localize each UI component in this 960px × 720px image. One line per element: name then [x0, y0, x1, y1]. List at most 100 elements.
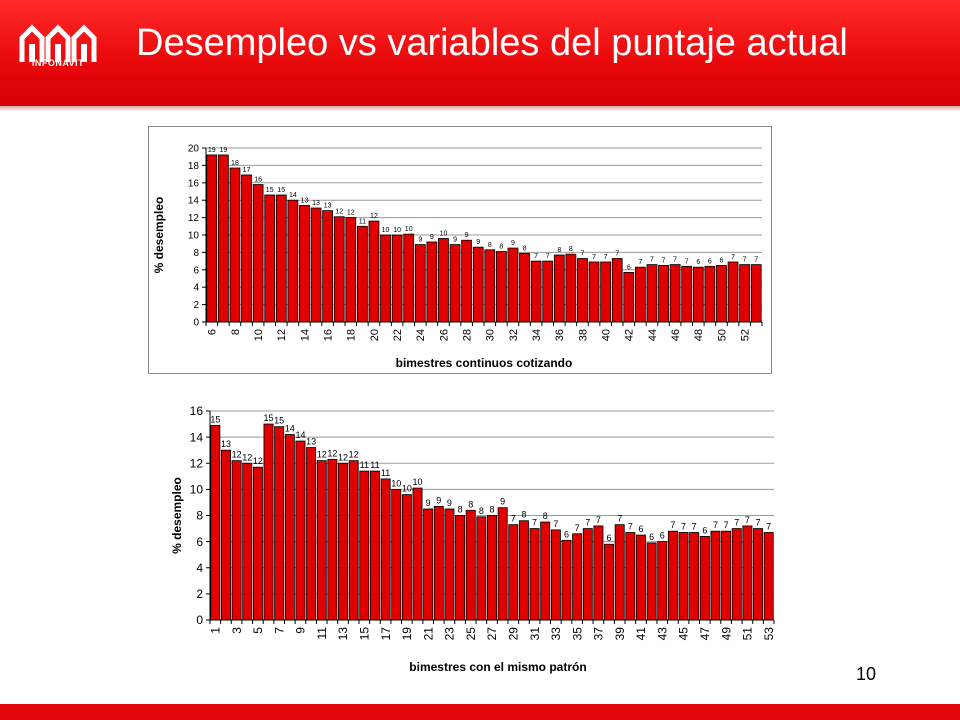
chart-1-data-label: 7	[615, 250, 619, 257]
chart-1-data-label: 9	[453, 237, 457, 244]
chart-1-x-tick-label: 20	[369, 329, 381, 341]
chart-2-data-label: 11	[360, 460, 369, 470]
chart-2-bar	[433, 505, 444, 621]
chart-1-bar	[241, 174, 252, 323]
chart-2-y-tick-label: 6	[196, 535, 203, 549]
chart-2-bar	[604, 543, 615, 621]
chart-1-data-label: 13	[324, 203, 332, 210]
chart-1-data-label: 15	[277, 187, 285, 194]
chart-2-x-tick-label: 39	[613, 627, 627, 641]
chart-2-data-label: 9	[436, 495, 441, 505]
chart-2-bar	[359, 470, 370, 621]
chart-1-y-tick-label: 10	[188, 231, 200, 242]
chart-2-bar	[614, 524, 625, 621]
chart-2-x-tick-label: 53	[762, 627, 776, 641]
chart-1-bar	[438, 238, 449, 323]
chart-2-y-axis-title: % desempleo	[170, 477, 184, 554]
chart-2-bar	[763, 532, 774, 621]
chart-2-x-tick-label: 43	[655, 627, 669, 641]
chart-2-x-tick-label: 1	[209, 627, 223, 634]
chart-2-bar	[731, 528, 742, 621]
chart-1-bar	[472, 246, 484, 323]
chart-2-bar	[550, 529, 561, 621]
chart-1-data-label: 9	[511, 240, 515, 247]
chart-2-data-label: 7	[511, 514, 516, 524]
chart-2-data-label: 15	[210, 414, 220, 424]
chart-1-bar	[264, 194, 276, 323]
chart-1-data-label: 13	[301, 197, 309, 204]
chart-2-data-label: 12	[242, 452, 252, 462]
chart-1-x-tick-label: 32	[508, 329, 520, 341]
chart-2-x-tick-label: 15	[358, 627, 372, 641]
chart-1-bar	[333, 216, 345, 323]
chart-2-x-tick-label: 13	[336, 627, 350, 641]
chart-1-x-tick-label: 14	[299, 329, 311, 341]
chart-1-data-label: 6	[627, 264, 631, 271]
chart-1-bar	[206, 154, 218, 323]
chart-1-bar	[565, 253, 577, 323]
chart-1-bar	[716, 265, 727, 323]
chart-2-data-label: 11	[381, 468, 390, 478]
chart-1-data-label: 7	[650, 257, 654, 264]
chart-2-bar	[742, 525, 753, 621]
chart-2-x-tick-label: 25	[464, 627, 478, 641]
chart-2-x-tick-label: 31	[528, 627, 542, 641]
chart-2-bar	[369, 470, 380, 621]
chart-2-data-label: 8	[521, 510, 526, 520]
chart-1-x-tick-label: 10	[253, 329, 265, 341]
chart-1-x-tick-label: 38	[577, 329, 589, 341]
chart-2-x-tick-label: 45	[677, 627, 691, 641]
chart-2-data-label: 7	[628, 521, 633, 531]
chart-2-data-label: 8	[468, 499, 473, 509]
chart-2-x-tick-label: 47	[698, 627, 712, 641]
chart-2-bar	[487, 515, 497, 621]
chart-2-data-label: 9	[447, 498, 452, 508]
chart-1-x-tick-label: 22	[392, 329, 404, 341]
chart-2-x-tick-label: 21	[421, 627, 435, 641]
chart-1-bar	[507, 247, 519, 323]
chart-2-bar	[625, 532, 636, 621]
chart-1-data-label: 7	[731, 254, 735, 261]
chart-1-data-label: 7	[546, 253, 550, 260]
chart-2-data-label: 7	[713, 520, 718, 530]
chart-1-bar	[658, 265, 669, 323]
chart-1-data-label: 15	[266, 187, 274, 194]
chart-1-data-label: 6	[720, 257, 724, 264]
chart-2-bar	[316, 460, 327, 621]
chart-1-data-label: 7	[604, 254, 608, 261]
chart-1-data-label: 7	[754, 257, 758, 264]
chart-1-x-axis-title: bimestres continuos cotizando	[396, 356, 573, 370]
chart-2-data-label: 10	[402, 484, 412, 494]
chart-2-y-tick-label: 14	[190, 430, 204, 444]
chart-2-x-tick-label: 5	[251, 627, 265, 634]
chart-2-y-tick-label: 8	[196, 509, 203, 523]
chart-2-bar	[444, 508, 455, 621]
chart-2-data-label: 7	[585, 518, 590, 528]
chart-1-x-tick-label: 6	[207, 329, 219, 335]
chart-1-x-tick-label: 12	[276, 329, 288, 341]
chart-2-data-label: 7	[766, 521, 771, 531]
chart-1-data-label: 10	[393, 227, 401, 234]
chart-2-x-tick-label: 11	[315, 627, 329, 640]
chart-1-x-tick-label: 50	[716, 329, 728, 341]
chart-2-data-label: 6	[607, 533, 612, 543]
chart-2-bar	[753, 528, 764, 621]
chart-1-bar	[252, 184, 264, 323]
chart-2-bar	[529, 528, 540, 621]
chart-2-y-tick-label: 12	[190, 456, 204, 470]
chart-1-data-label: 13	[312, 200, 320, 207]
chart-2-data-label: 7	[724, 520, 729, 530]
chart-1-bar	[692, 266, 704, 323]
chart-2-bar	[667, 530, 678, 621]
chart-2-x-tick-label: 33	[549, 627, 563, 641]
chart-1-data-label: 8	[557, 247, 561, 254]
chart-1-bar	[322, 210, 334, 323]
chart-2-data-label: 8	[543, 511, 548, 521]
chart-2-data-label: 7	[734, 518, 739, 528]
chart-2-bar	[423, 508, 434, 621]
chart-2-data-label: 7	[745, 515, 750, 525]
chart-2-bar	[220, 449, 231, 621]
chart-1-data-label: 12	[370, 213, 378, 220]
chart-1-data-label: 9	[418, 237, 422, 244]
